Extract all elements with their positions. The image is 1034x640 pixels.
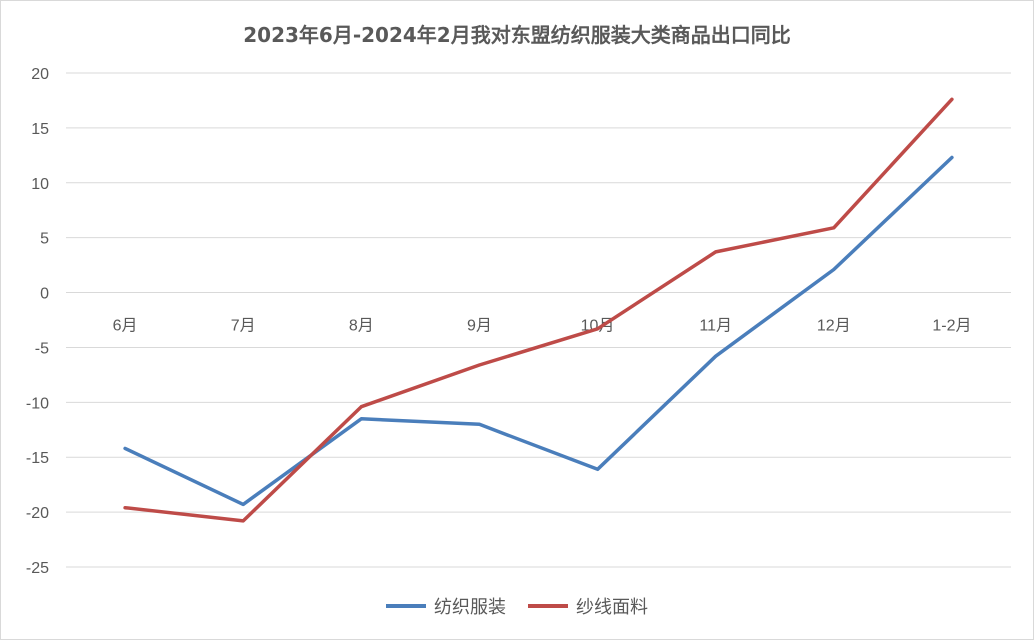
y-tick-label: 15 [31,121,49,138]
y-tick-label: -5 [35,340,49,357]
x-tick-label: 7月 [231,318,256,335]
y-tick-label: -25 [26,560,49,577]
legend-item-yarn-fabric: 纱线面料 [528,593,648,619]
series-line-1 [123,97,954,523]
series-line-0 [123,155,954,507]
legend-label-yarn-fabric: 纱线面料 [576,597,648,618]
chart-title: 2023年6月-2024年2月我对东盟纺织服装大类商品出口同比 [243,23,791,47]
legend-item-textile-apparel: 纺织服装 [386,593,506,619]
y-tick-label: 0 [40,286,49,303]
y-tick-label: -20 [26,505,49,522]
y-tick-label: 10 [31,176,49,193]
legend-swatch-yarn-fabric [528,604,568,608]
x-tick-label: 1-2月 [932,318,971,335]
x-tick-label: 6月 [113,318,138,335]
y-tick-label: -10 [26,395,49,412]
y-tick-label: -15 [26,450,49,467]
y-tick-label: 5 [40,231,49,248]
y-tick-label: 20 [31,66,49,83]
x-tick-label: 8月 [349,318,374,335]
chart-legend: 纺织服装 纱线面料 [1,593,1033,619]
x-tick-label: 12月 [817,318,851,335]
legend-label-textile-apparel: 纺织服装 [434,597,506,618]
legend-swatch-textile-apparel [386,604,426,608]
x-tick-label: 9月 [467,318,492,335]
x-tick-label: 11月 [699,318,732,335]
